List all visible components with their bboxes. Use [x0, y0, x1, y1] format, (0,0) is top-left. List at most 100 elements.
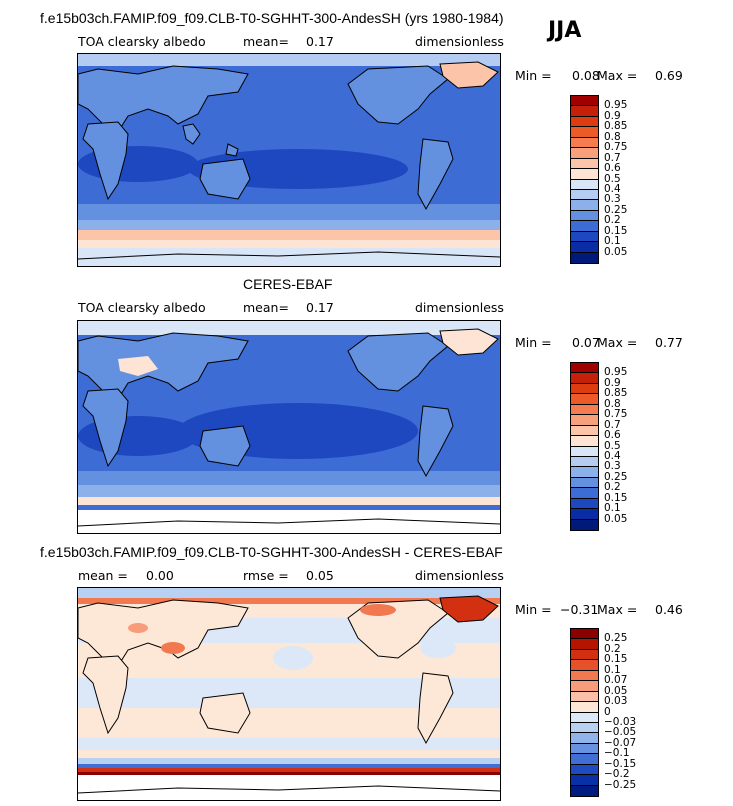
panel2-mean-label: mean=: [243, 300, 289, 315]
panel2-min-label: Min =: [515, 335, 552, 350]
panel1-min-value: 0.08: [572, 68, 600, 83]
panel2-colorbar-box: [571, 456, 598, 468]
panel2-colorbar-box: [571, 488, 598, 499]
panel1-colorbar-label: 0.1: [604, 235, 621, 248]
panel1-max-value: 0.69: [655, 68, 683, 83]
panel3-colorbar-box: [571, 743, 598, 755]
panel3-rmse-value: 0.05: [306, 568, 334, 583]
panel2-colorbar-box: [571, 519, 598, 530]
panel3-colorbar-box: [571, 629, 598, 640]
panel1-mean-value: 0.17: [306, 34, 334, 49]
panel1-colorbar-label: 0.4: [604, 182, 621, 195]
panel2-colorbar-label: 0.1: [604, 502, 621, 515]
panel2-title: CERES-EBAF: [243, 276, 333, 292]
panel3-colorbar-label: 0.07: [604, 674, 628, 687]
panel2-colorbar-box: [571, 404, 598, 416]
panel3-colorbar-box: [571, 733, 598, 744]
panel2-colorbar-box: [571, 373, 598, 384]
panel2-map: [77, 320, 501, 534]
panel1-map-svg: [78, 54, 500, 266]
panel3-colorbar-box: [571, 775, 598, 786]
panel1-colorbar-label: 0.5: [604, 172, 621, 185]
panel3-colorbar-box: [571, 670, 598, 682]
panel1-max-label: Max =: [597, 68, 638, 83]
panel1-colorbar-label: 0.8: [604, 130, 621, 143]
panel3-title: f.e15b03ch.FAMIP.f09_f09.CLB-T0-SGHHT-30…: [40, 544, 503, 560]
panel3-colorbar-label: 0.05: [604, 684, 628, 697]
panel2-colorbar-box: [571, 394, 598, 405]
panel3-mean-value: 0.00: [146, 568, 174, 583]
panel1-colorbar-box: [571, 169, 598, 180]
panel3-colorbar-label: −0.25: [604, 778, 637, 791]
panel2-colorbar-box: [571, 467, 598, 478]
panel2-colorbar-label: 0.2: [604, 481, 621, 494]
panel1-colorbar-box: [571, 96, 598, 107]
panel2-min-value: 0.07: [572, 335, 600, 350]
panel1-min-label: Min =: [515, 68, 552, 83]
panel1-units: dimensionless: [415, 34, 504, 49]
panel3-colorbar-label: 0.03: [604, 695, 628, 708]
panel1-variable-label: TOA clearsky albedo: [78, 34, 206, 49]
panel2-colorbar-label: 0.4: [604, 449, 621, 462]
panel1-colorbar-box: [571, 242, 598, 253]
panel1-colorbar-label: 0.85: [604, 120, 628, 133]
panel1-colorbar-box: [571, 189, 598, 201]
panel3-min-value: −0.31: [560, 602, 599, 617]
panel3-map-svg: [78, 588, 500, 800]
panel3-colorbar-label: −0.03: [604, 715, 637, 728]
panel1-colorbar-box: [571, 179, 598, 190]
panel2-max-label: Max =: [597, 335, 638, 350]
panel3-colorbar-label: −0.07: [604, 736, 637, 749]
panel3-colorbar-label: −0.05: [604, 726, 637, 739]
panel1-title: f.e15b03ch.FAMIP.f09_f09.CLB-T0-SGHHT-30…: [40, 10, 504, 26]
panel2-colorbar-label: 0.6: [604, 429, 621, 442]
panel2-colorbar-label: 0.85: [604, 387, 628, 400]
season-label: JJA: [548, 18, 582, 43]
panel1-colorbar-label: 0.95: [604, 99, 628, 112]
panel3-colorbar-box: [571, 691, 598, 703]
panel3-colorbar-label: 0.2: [604, 642, 621, 655]
panel1-colorbar-label: 0.9: [604, 109, 621, 122]
panel2-colorbar-label: 0.5: [604, 439, 621, 452]
panel3-colorbar-box: [571, 639, 598, 650]
panel1-colorbar-label: 0.3: [604, 193, 621, 206]
panel3-max-value: 0.46: [655, 602, 683, 617]
panel2-colorbar-box: [571, 415, 598, 426]
panel3-colorbar-label: 0.15: [604, 653, 628, 666]
panel3-colorbar-box: [571, 702, 598, 713]
panel2-colorbar-box: [571, 498, 598, 510]
panel2-colorbar-label: 0.75: [604, 408, 628, 421]
panel2-mean-value: 0.17: [306, 300, 334, 315]
panel1-colorbar-box: [571, 200, 598, 211]
panel1-colorbar-box: [571, 231, 598, 243]
panel1-colorbar-box: [571, 252, 598, 263]
panel3-colorbar-box: [571, 722, 598, 734]
panel2-units: dimensionless: [415, 300, 504, 315]
panel3-colorbar-box: [571, 681, 598, 692]
panel3-colorbar-label: 0: [604, 705, 611, 718]
panel3-colorbar: [570, 628, 599, 797]
panel1-colorbar-label: 0.6: [604, 162, 621, 175]
panel3-colorbar-label: −0.2: [604, 768, 630, 781]
panel2-colorbar-box: [571, 509, 598, 520]
panel1-colorbar-label: 0.05: [604, 245, 628, 258]
panel3-units: dimensionless: [415, 568, 504, 583]
panel2-colorbar-label: 0.05: [604, 512, 628, 525]
panel3-colorbar-box: [571, 712, 598, 723]
panel1-colorbar-label: 0.75: [604, 141, 628, 154]
panel2-colorbar-box: [571, 436, 598, 447]
panel1-colorbar-box: [571, 116, 598, 128]
panel2-map-svg: [78, 321, 500, 533]
panel1-mean-label: mean=: [243, 34, 289, 49]
panel2-colorbar-label: 0.15: [604, 491, 628, 504]
panel2-variable-label: TOA clearsky albedo: [78, 300, 206, 315]
panel3-colorbar-box: [571, 764, 598, 776]
panel3-max-label: Max =: [597, 602, 638, 617]
panel2-max-value: 0.77: [655, 335, 683, 350]
panel1-colorbar: [570, 95, 599, 264]
panel1-colorbar-label: 0.25: [604, 203, 628, 216]
panel1-colorbar-label: 0.15: [604, 224, 628, 237]
panel1-colorbar-label: 0.7: [604, 151, 621, 164]
panel1-colorbar-box: [571, 106, 598, 117]
panel2-colorbar-label: 0.25: [604, 470, 628, 483]
